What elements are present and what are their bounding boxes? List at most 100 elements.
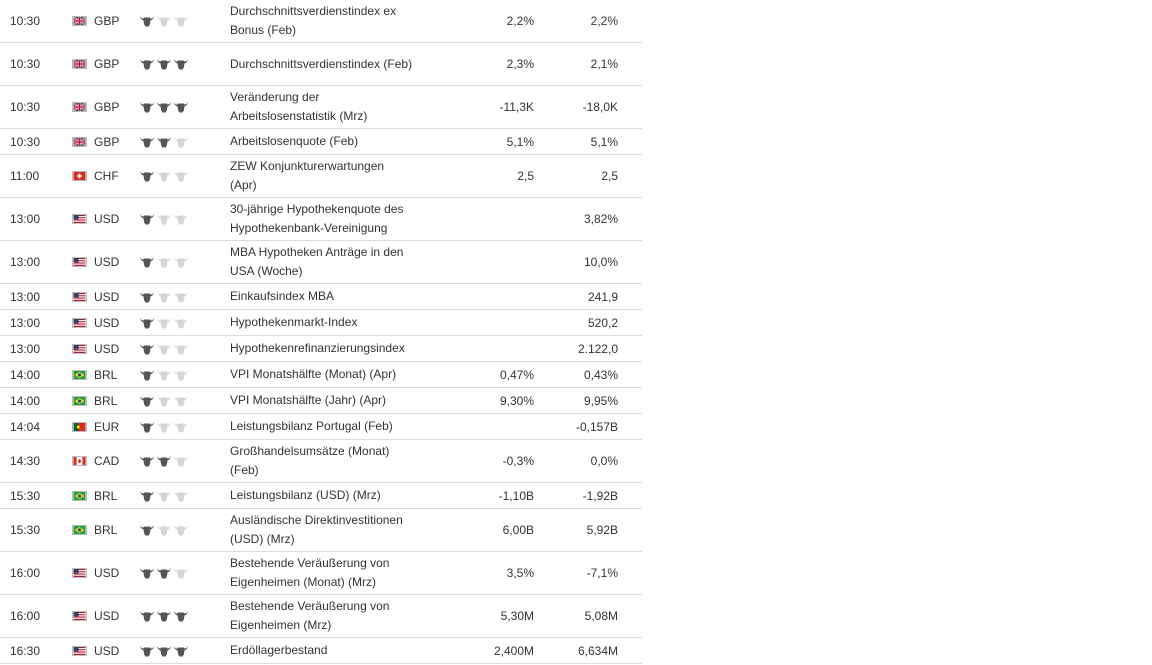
bull-icon-filled [140,490,154,501]
forecast-value: 5,1% [506,134,534,149]
event-name[interactable]: Ausländische Direktinvestitionen (USD) (… [230,513,403,546]
table-row[interactable]: 14:00 BRL VPI Monatshälfte (Jahr) (Apr) 9,3… [0,388,642,414]
event-name[interactable]: Hypothekenrefinanzierungsindex [230,341,405,355]
table-row[interactable]: 15:30 BRL Ausländische Direktinvestitionen… [0,509,642,552]
currency-code: USD [94,289,120,304]
bull-icon-filled [174,611,188,622]
previous-value: 2,2% [590,14,618,28]
event-name[interactable]: Leistungsbilanz Portugal (Feb) [230,419,393,433]
bull-icon-filled [140,171,154,182]
table-row[interactable]: 14:04 EUR Leistungsbilanz Portugal (Feb) -0… [0,414,642,440]
currency-code: BRL [94,488,118,503]
currency-code: USD [94,643,120,658]
event-name[interactable]: Durchschnittsverdienstindex (Feb) [230,56,413,71]
event-time: 16:00 [10,609,41,623]
previous-value: 2.122,0 [577,341,618,356]
event-name[interactable]: Großhandelsumsätze (Monat) (Feb) [230,444,390,477]
bull-icon-filled [157,59,171,70]
forecast-value: 2,400M [493,643,534,658]
event-time: 16:00 [10,566,41,580]
bull-icon-empty [174,214,188,225]
br-flag-icon [72,490,94,501]
event-time: 13:00 [10,341,41,356]
table-row[interactable]: 14:00 BRL VPI Monatshälfte (Monat) (Apr) 0,… [0,362,642,388]
table-row[interactable]: 15:30 BRL Leistungsbilanz (USD) (Mrz) -1,10… [0,483,642,509]
currency-code: USD [94,315,120,330]
bull-icon-filled [140,214,154,225]
previous-value: 5,1% [590,134,618,149]
table-row[interactable]: 10:30 GBP Veränderung der Arbeitslosenstat… [0,86,642,129]
bull-icon-filled [157,645,171,656]
importance-rating [138,455,230,467]
importance-rating [138,15,230,27]
event-name[interactable]: MBA Hypotheken Anträge in den USA (Woche… [230,245,404,278]
currency-code: USD [94,566,120,580]
bull-icon-filled [140,525,154,536]
bull-icon-empty [157,525,171,536]
event-name[interactable]: Leistungsbilanz (USD) (Mrz) [230,488,381,502]
event-name[interactable]: Bestehende Veräußerung von Eigenheimen (… [230,556,390,589]
event-time: 13:00 [10,212,41,226]
bull-icon-empty [174,525,188,536]
table-row[interactable]: 13:00 USD Hypothekenrefinanzierungsindex 2.… [0,336,642,362]
table-row[interactable]: 14:30 CAD Großhandelsumsätze (Monat) (Feb)… [0,440,642,483]
currency-code: USD [94,212,120,226]
event-name[interactable]: VPI Monatshälfte (Jahr) (Apr) [230,393,387,407]
event-time: 15:30 [10,523,41,537]
table-row[interactable]: 13:00 USD Hypothekenmarkt-Index 520,2 [0,310,642,336]
bull-icon-filled [140,568,154,579]
bull-icon-empty [157,317,171,328]
gb-flag-icon [72,136,94,147]
event-time: 15:30 [10,488,41,503]
table-row[interactable]: 11:00 CHF ZEW Konjunkturerwartungen (Apr) 2… [0,155,642,198]
event-name[interactable]: Erdöllagerbestand [230,643,328,657]
forecast-value: 2,3% [506,57,534,71]
event-name[interactable]: Hypothekenmarkt-Index [230,315,358,329]
bull-icon-filled [157,568,171,579]
event-name[interactable]: VPI Monatshälfte (Monat) (Apr) [230,367,397,381]
event-name[interactable]: Bestehende Veräußerung von Eigenheimen (… [230,599,390,632]
importance-rating [138,317,230,329]
currency-code: GBP [94,134,120,149]
currency-code: USD [94,255,120,269]
currency-code: GBP [94,57,120,71]
bull-icon-filled [140,136,154,147]
table-row[interactable]: 10:30 GBP Arbeitslosenquote (Feb) 5,1% 5,1% [0,129,642,155]
bull-icon-filled [140,456,154,467]
previous-value: 2,1% [590,57,618,71]
table-row[interactable]: 16:00 USD Bestehende Veräußerung von Eigen… [0,595,642,638]
currency-code: BRL [94,523,118,537]
table-row[interactable]: 10:30 GBP Durchschnittsverdienstindex ex B… [0,0,642,43]
table-row[interactable]: 13:00 USD 30-jährige Hypothekenquote des H… [0,198,642,241]
event-name[interactable]: Durchschnittsverdienstindex ex Bonus (Fe… [230,4,397,37]
event-time: 13:00 [10,255,41,269]
event-time: 13:00 [10,289,41,304]
event-time: 14:04 [10,419,41,434]
ca-flag-icon [72,456,94,466]
bull-icon-empty [157,369,171,380]
table-row[interactable]: 13:00 USD Einkaufsindex MBA 241,9 [0,284,642,310]
event-time: 11:00 [10,169,40,183]
event-name[interactable]: 30-jährige Hypothekenquote des Hypotheke… [230,202,404,235]
table-row[interactable]: 16:00 USD Bestehende Veräußerung von Eigen… [0,552,642,595]
importance-rating [138,170,230,182]
importance-rating [138,610,230,622]
bull-icon-empty [157,257,171,268]
bull-icon-filled [157,456,171,467]
ch-flag-icon [72,171,94,181]
event-name[interactable]: ZEW Konjunkturerwartungen (Apr) [230,159,385,192]
table-row[interactable]: 13:00 USD MBA Hypotheken Anträge in den US… [0,241,642,284]
bull-icon-filled [140,59,154,70]
us-flag-icon [72,645,94,656]
event-name[interactable]: Veränderung der Arbeitslosenstatistik (M… [230,90,368,123]
forecast-value: 5,30M [500,609,534,623]
event-name[interactable]: Einkaufsindex MBA [230,289,335,303]
table-row[interactable]: 16:30 USD Erdöllagerbestand 2,400M 6,634M [0,638,642,664]
us-flag-icon [72,257,94,267]
table-row[interactable]: 10:30 GBP Durchschnittsverdienstindex (Feb… [0,43,642,86]
us-flag-icon [72,317,94,328]
gb-flag-icon [72,102,94,112]
bull-icon-empty [174,257,188,268]
bull-icon-filled [140,257,154,268]
event-name[interactable]: Arbeitslosenquote (Feb) [230,134,359,148]
